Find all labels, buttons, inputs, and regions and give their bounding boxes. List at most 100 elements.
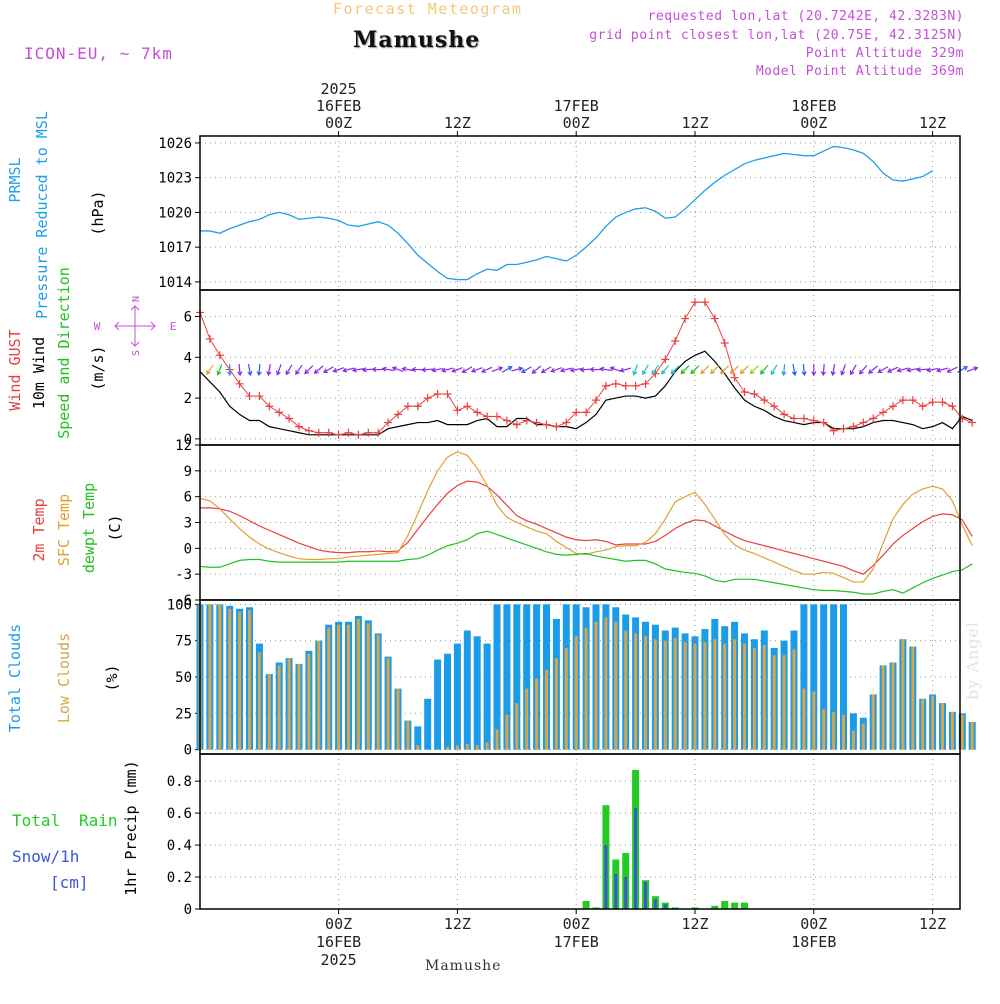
low-cloud-bar bbox=[317, 640, 321, 750]
gust-marker bbox=[879, 408, 888, 417]
prmsl-axis-title: PRMSL bbox=[6, 157, 24, 202]
total-cloud-bar bbox=[444, 653, 451, 750]
total-cloud-bar bbox=[453, 643, 461, 750]
wind-direction-arrow bbox=[849, 364, 857, 376]
low-cloud-bar bbox=[307, 653, 311, 750]
low-cloud-bar bbox=[960, 714, 964, 750]
gust-marker bbox=[354, 430, 363, 439]
ytick-label-clouds: 75 bbox=[175, 634, 192, 650]
gust-marker bbox=[760, 396, 769, 405]
gust-marker bbox=[750, 390, 759, 399]
low-cloud-bar bbox=[802, 688, 806, 750]
pressure-axis-subtitle: Pressure Reduced to MSL bbox=[33, 111, 51, 319]
low-cloud-bar bbox=[267, 674, 271, 750]
ytick-label-temp: 0 bbox=[184, 541, 192, 557]
gust-marker bbox=[770, 402, 779, 411]
total-cloud-bar bbox=[493, 604, 501, 750]
low-cloud-bar bbox=[584, 627, 588, 750]
top-time-label: 12Z bbox=[919, 114, 946, 132]
ytick-label-pressure: 1017 bbox=[158, 240, 192, 256]
wind-direction-arrow bbox=[550, 367, 562, 373]
compass-s-label: S bbox=[131, 350, 142, 356]
rain-bar bbox=[671, 907, 679, 909]
top-time-label: 00Z bbox=[325, 114, 352, 132]
snow-bar bbox=[614, 873, 618, 909]
low-cloud-bar bbox=[238, 611, 242, 750]
wind-direction-arrow bbox=[926, 367, 939, 373]
ytick-label-pressure: 1014 bbox=[158, 275, 192, 291]
gust-marker bbox=[621, 381, 630, 390]
wind-direction-arrow bbox=[632, 364, 639, 376]
low-cloud-bar bbox=[663, 640, 667, 750]
wind-direction-arrow bbox=[421, 367, 434, 373]
wind-direction-arrow bbox=[781, 364, 787, 377]
gust-legend: Wind GUST bbox=[6, 329, 24, 410]
wind-direction-arrow bbox=[322, 366, 334, 373]
total-cloud-bar bbox=[840, 604, 847, 750]
wind-direction-arrow bbox=[729, 365, 739, 375]
rain-bar bbox=[731, 902, 739, 909]
total-cloud-bar bbox=[820, 604, 828, 750]
total-cloud-bar bbox=[424, 698, 432, 750]
total-cloud-bar bbox=[503, 604, 511, 750]
low-cloud-bar bbox=[901, 639, 905, 750]
gust-marker bbox=[611, 379, 620, 388]
footer-location: Mamushe bbox=[425, 958, 502, 974]
ytick-label-precip: 0.2 bbox=[167, 870, 192, 886]
ytick-label-precip: 0.4 bbox=[167, 838, 192, 854]
gust-marker bbox=[215, 351, 224, 360]
low-cloud-bar bbox=[337, 624, 341, 750]
ytick-label-temp: 12 bbox=[175, 438, 192, 454]
temp-unit: (C) bbox=[106, 514, 124, 541]
gust-marker bbox=[364, 428, 373, 437]
bottom-time-label: 12Z bbox=[681, 915, 708, 933]
low-cloud-bar bbox=[218, 604, 222, 750]
low-cloud-bar bbox=[248, 610, 251, 750]
gust-marker bbox=[295, 422, 303, 431]
pressure-unit: (hPa) bbox=[89, 190, 107, 235]
wind-direction-arrow bbox=[830, 364, 836, 377]
location-title: Mamushe bbox=[353, 27, 481, 53]
gust-marker bbox=[453, 406, 462, 415]
bottom-time-label: 2025 bbox=[321, 951, 357, 969]
wind-direction-arrow bbox=[501, 366, 513, 373]
rain-bar bbox=[592, 907, 600, 909]
low-cloud-bar bbox=[465, 743, 469, 750]
wind-speed-direction-legend: Speed and Direction bbox=[55, 267, 73, 439]
gust-marker bbox=[730, 373, 739, 382]
dewpt-legend: dewpt Temp bbox=[80, 483, 98, 573]
low-cloud-bar bbox=[594, 621, 598, 750]
dewpt-line bbox=[199, 530, 973, 595]
ytick-label-clouds: 25 bbox=[175, 706, 192, 722]
wind-unit: (m/s) bbox=[89, 345, 107, 390]
clouds-unit: (%) bbox=[103, 664, 121, 691]
gust-marker bbox=[948, 402, 957, 411]
top-time-label: 18FEB bbox=[791, 97, 836, 115]
low-cloud-bar bbox=[614, 621, 618, 750]
total-cloud-bar bbox=[830, 604, 838, 750]
top-time-label: 12Z bbox=[681, 114, 708, 132]
low-cloud-bar bbox=[446, 746, 449, 750]
low-clouds-legend: Low Clouds bbox=[55, 633, 73, 723]
low-cloud-bar bbox=[495, 729, 499, 750]
low-cloud-bar bbox=[297, 663, 301, 750]
wind-direction-arrow bbox=[579, 367, 592, 373]
gust-marker bbox=[849, 422, 858, 431]
ytick-label-clouds: 0 bbox=[184, 743, 192, 759]
gust-marker bbox=[572, 408, 581, 417]
gust-marker bbox=[869, 414, 878, 423]
low-cloud-bar bbox=[752, 647, 756, 750]
chart-kind-title: Forecast Meteogram bbox=[333, 0, 523, 18]
wind-direction-arrow bbox=[381, 366, 394, 372]
low-cloud-bar bbox=[653, 639, 657, 750]
low-cloud-bar bbox=[673, 637, 677, 750]
ytick-label-pressure: 1023 bbox=[158, 171, 192, 187]
wind-direction-arrow bbox=[481, 366, 493, 373]
wind-direction-arrow bbox=[651, 364, 660, 375]
gust-marker bbox=[275, 408, 284, 417]
gust-marker bbox=[661, 355, 670, 364]
wind-direction-arrow bbox=[859, 364, 868, 375]
low-cloud-bar bbox=[327, 627, 331, 750]
wind-direction-arrow bbox=[275, 364, 282, 376]
ytick-label-wind: 2 bbox=[184, 391, 192, 407]
